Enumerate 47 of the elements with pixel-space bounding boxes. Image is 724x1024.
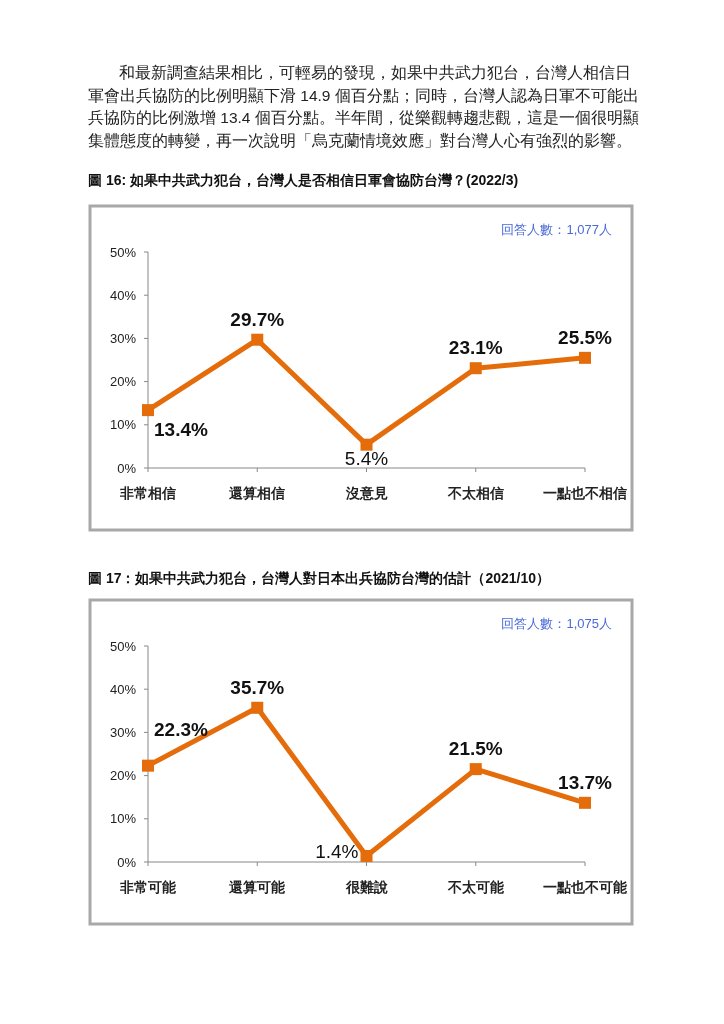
y-tick-label: 20%: [109, 768, 137, 784]
y-tick-label: 10%: [109, 811, 137, 827]
data-label: 5.4%: [344, 447, 389, 469]
chart-title: 圖 16: 如果中共武力犯台，台灣人是否相信日軍會協防台灣？(2022/3): [88, 172, 519, 190]
y-tick-label: 40%: [109, 287, 137, 303]
x-tick-label: 沒意見: [344, 485, 388, 501]
data-label: 13.4%: [154, 419, 208, 441]
x-tick-label: 不太可能: [446, 880, 504, 895]
data-label: 23.1%: [448, 337, 503, 359]
point: [251, 701, 264, 714]
x-tick-label: 非常可能: [119, 880, 176, 895]
y-tick-label: 20%: [109, 374, 137, 390]
y-tick-label: 50%: [109, 244, 137, 260]
y-tick-label: 10%: [109, 417, 137, 433]
point: [360, 438, 373, 451]
y-tick-label: 30%: [109, 724, 137, 740]
x-tick-label: 很難說: [344, 880, 388, 895]
point: [142, 404, 154, 417]
point: [469, 362, 482, 375]
y-tick-label: 30%: [109, 330, 137, 346]
point: [579, 796, 591, 809]
data-label: 29.7%: [230, 308, 285, 330]
y-tick-label: 0%: [117, 460, 137, 476]
y-tick-label: 40%: [109, 681, 137, 697]
data-label: 22.3%: [154, 718, 208, 740]
y-tick-label: 0%: [117, 854, 137, 870]
text: 回答人數：1,077人: [501, 222, 612, 237]
data-label: 13.7%: [558, 771, 613, 793]
text: 回答人數：1,075人: [501, 616, 612, 631]
data-label: 21.5%: [448, 738, 503, 760]
x-tick-label: 還算相信: [228, 486, 286, 501]
x-tick-label: 一點也不可能: [543, 880, 627, 895]
x-tick-label: 一點也不相信: [543, 486, 627, 501]
y-tick-label: 50%: [109, 638, 137, 654]
point: [469, 763, 482, 776]
x-tick-label: 還算可能: [228, 880, 286, 895]
x-tick-label: 不太相信: [446, 486, 504, 501]
chart-title: 圖 17：如果中共武力犯台，台灣人對日本出兵協防台灣的估計（2021/10）: [88, 570, 551, 588]
data-label: 1.4%: [315, 840, 359, 862]
point: [251, 333, 264, 346]
x-tick-label: 非常相信: [119, 486, 176, 501]
point: [142, 759, 154, 772]
data-label: 35.7%: [230, 676, 285, 698]
point: [360, 849, 373, 862]
data-label: 25.5%: [558, 326, 613, 348]
point: [579, 351, 591, 364]
text: 和最新調查結果相比，可輕易的發現，如果中共武力犯台，台灣人相信日軍會出兵協防的比例明顯下滑 14.9 個百分點；同時，台灣人認為日軍不可能出兵協防的比例激增 13.4 個百分點。半年間，從樂觀轉趨悲觀，這是一個很明顯集體態度的轉變，再一次說明「烏克蘭情境效應」對台灣人心有強烈的影響。: [88, 63, 640, 151]
